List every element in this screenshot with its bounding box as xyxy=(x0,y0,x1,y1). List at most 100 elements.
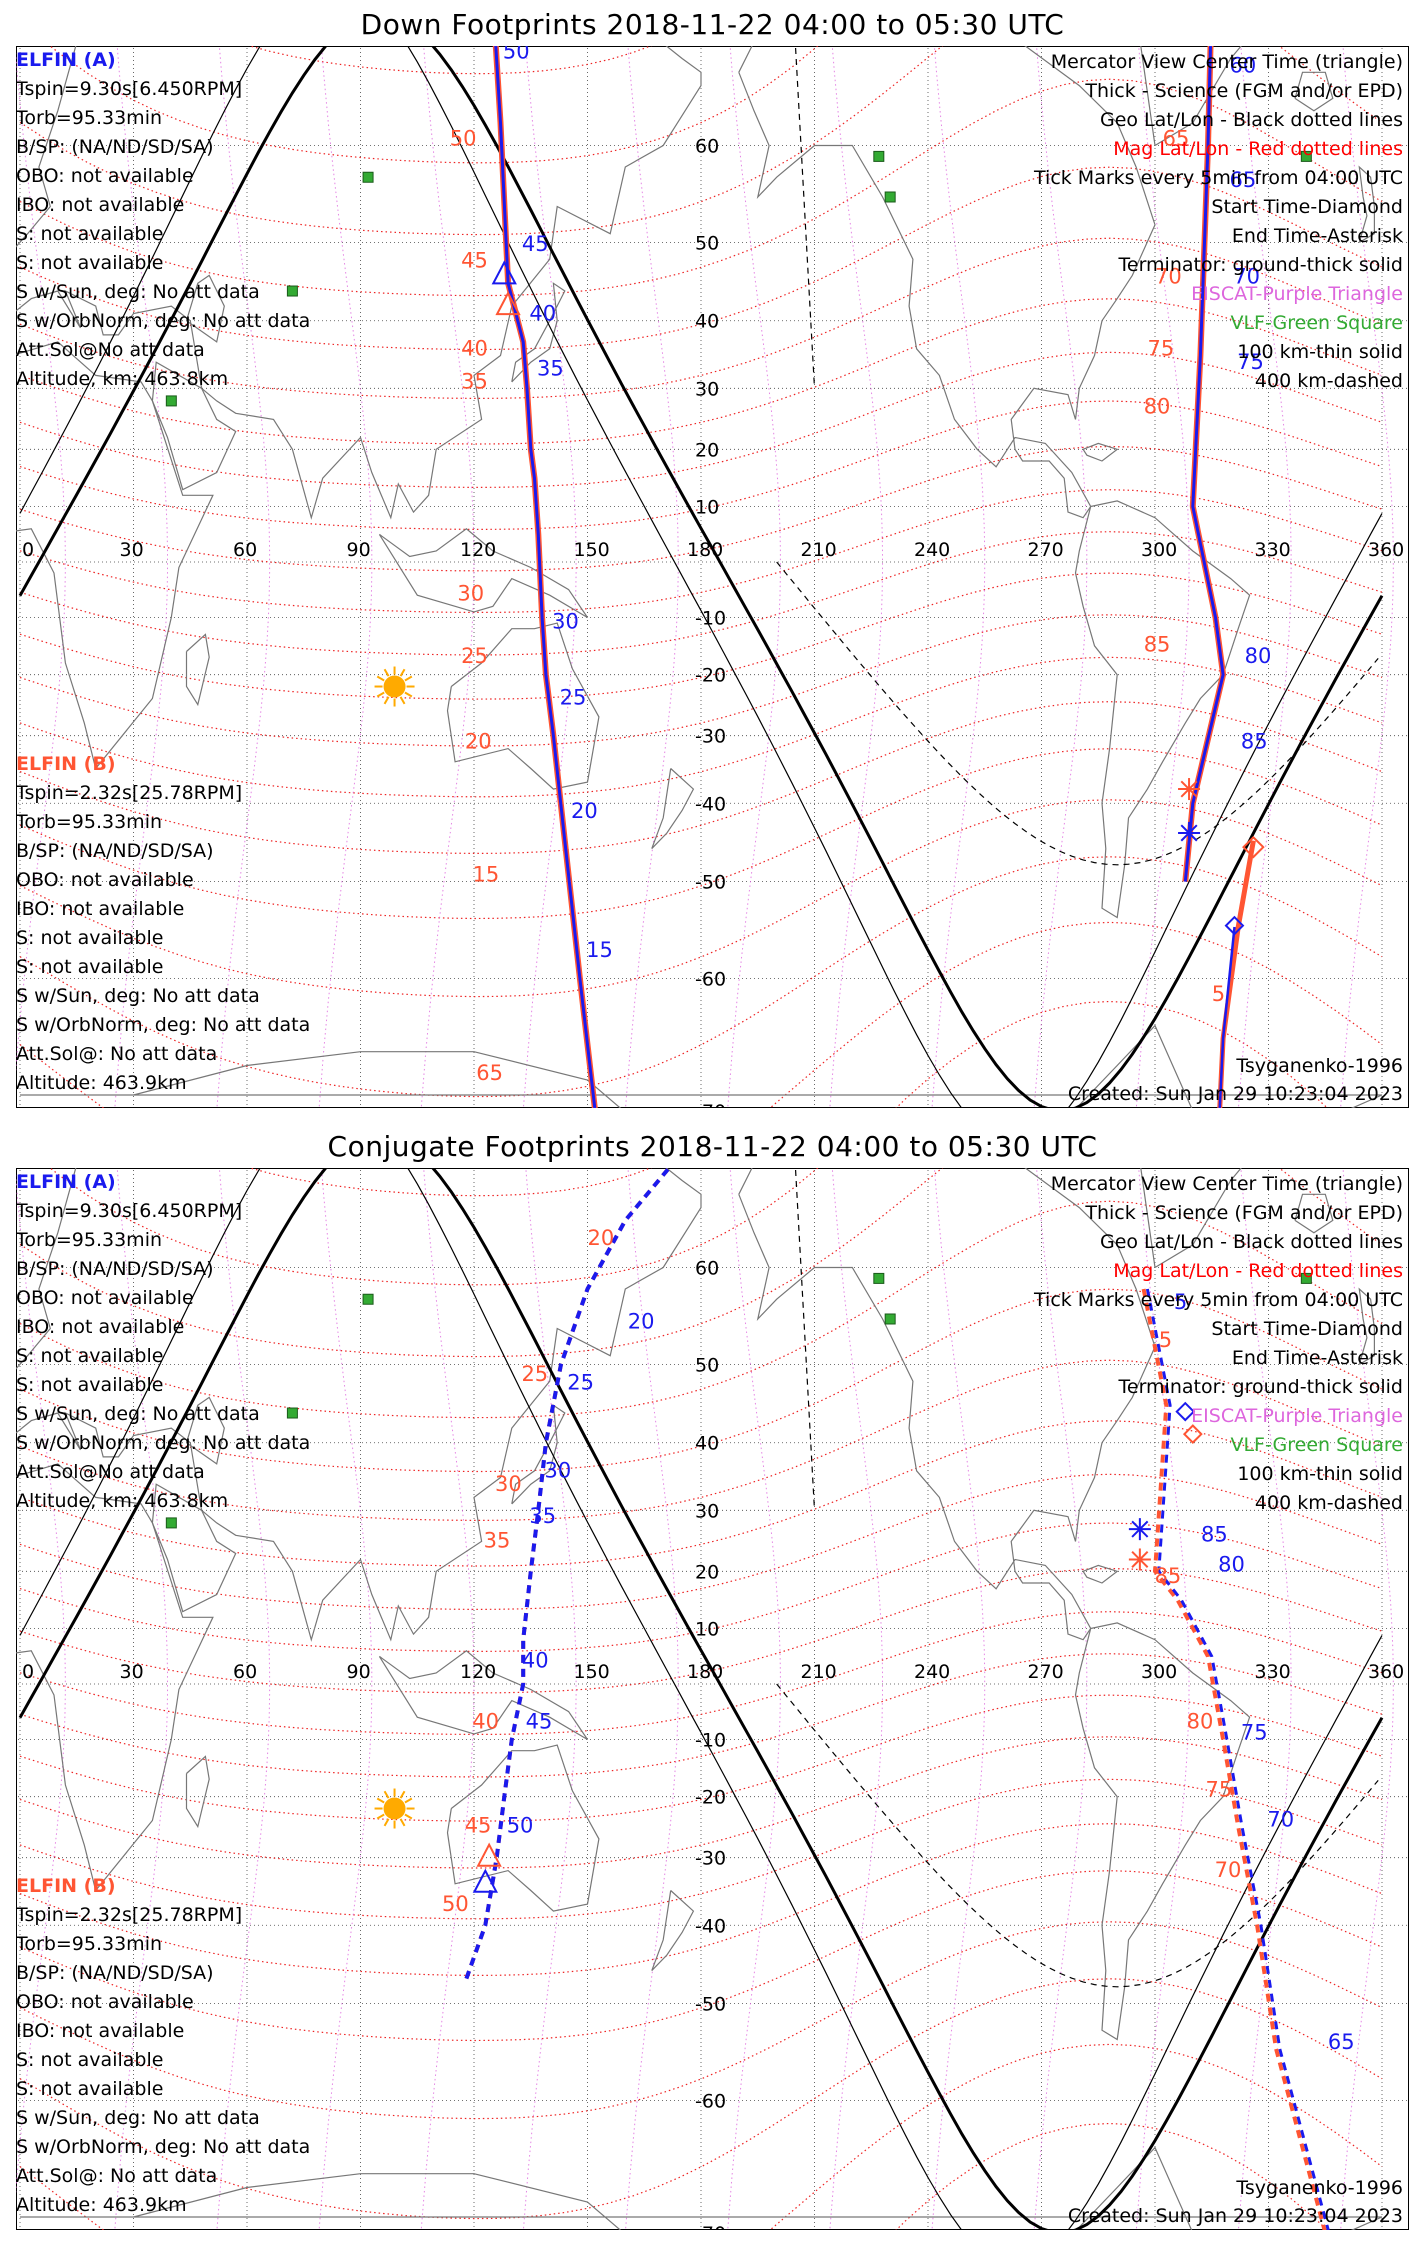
panel-down: Down Footprints 2018-11-22 04:00 to 05:3… xyxy=(0,0,1425,1120)
elfin-a-info-line: OBO: not available xyxy=(16,1287,194,1309)
lat-tick-label: -10 xyxy=(695,1729,726,1751)
coast-madagascar xyxy=(185,633,210,707)
coast-samerica xyxy=(1074,1622,1251,2041)
elfin-a-info-line: Att.Sol@No att data xyxy=(16,1461,205,1483)
mag-parallel xyxy=(19,1921,1383,2120)
mag-parallel xyxy=(19,572,1383,700)
lat-tick-label: -70 xyxy=(695,1101,726,1108)
track-tick-label: 20 xyxy=(628,1309,655,1333)
track-tick-label: 85 xyxy=(1144,632,1171,656)
center-time-triangle xyxy=(476,1842,502,1867)
legend-entry: End Time-Asterisk xyxy=(1232,225,1403,247)
lon-tick-label: 360 xyxy=(1368,1661,1404,1683)
track-tick-label: 70 xyxy=(1267,1808,1294,1832)
coast-iceland xyxy=(1294,1193,1334,1234)
lon-tick-label: 150 xyxy=(574,539,610,561)
start-diamond-b xyxy=(1182,1424,1203,1444)
vlf-square xyxy=(362,171,374,183)
lat-tick-label: 40 xyxy=(695,1433,719,1455)
lon-tick-label: 240 xyxy=(914,1661,950,1683)
track-tick-label: 20 xyxy=(588,1226,615,1250)
annotations: ELFIN (A) Tspin=9.30s[6.450RPM] Torb=95.33… xyxy=(16,1171,1403,2227)
start-diamond-b xyxy=(1242,835,1265,859)
coast-greenland xyxy=(1140,46,1242,147)
mag-parallel xyxy=(19,614,1383,747)
coast-madagascar xyxy=(185,1755,210,1829)
vlf-square xyxy=(286,285,298,297)
track-a-science-3 xyxy=(1218,926,1236,1108)
mag-parallel xyxy=(19,1870,1383,2042)
mag-grid xyxy=(19,46,1383,1108)
legend-entry: VLF-Green Square xyxy=(1230,1434,1403,1456)
elfin-a-info-line: B/SP: (NA/ND/SD/SA) xyxy=(16,136,214,158)
start-diamond-a xyxy=(1175,1401,1196,1422)
elfin-b-info-line: IBO: not available xyxy=(16,2020,184,2042)
track-b-science-3 xyxy=(1217,840,1256,1108)
track-tick-label: 35 xyxy=(484,1528,511,1552)
track-tick-label: 65 xyxy=(1328,2030,1355,2054)
coast-arabia xyxy=(151,1483,237,1613)
lon-tick-label: 300 xyxy=(1141,1661,1177,1683)
track-tick-label: 40 xyxy=(522,1648,549,1672)
track-tick-label: 50 xyxy=(507,1814,534,1838)
coast-greenland xyxy=(1140,1168,1242,1269)
lon-tick-label: 60 xyxy=(233,539,257,561)
elfin-b-info-line: B/SP: (NA/ND/SD/SA) xyxy=(16,840,214,862)
elfin-a-info-line: Torb=95.33min xyxy=(16,107,162,129)
track-tick-label: 30 xyxy=(457,582,484,606)
coast-africa xyxy=(16,1463,214,1892)
lat-tick-label: 10 xyxy=(695,1619,719,1641)
track-tick-label: 80 xyxy=(1218,1552,1245,1576)
elfin-b-info-line: Att.Sol@: No att data xyxy=(16,1043,217,1065)
legend-entry: Mag Lat/Lon - Red dotted lines xyxy=(1113,138,1403,160)
map-frame: 0 30 60 90 120 150 180 210 240 270 300 330 360 70 60 50… xyxy=(16,1168,1409,2230)
mag-parallel xyxy=(19,1168,1383,1358)
coast-namerica xyxy=(738,46,1156,519)
mag-parallel xyxy=(19,46,1383,236)
sun-ray xyxy=(404,1813,413,1820)
elfin-a-info-line: S w/Sun, deg: No att data xyxy=(16,281,260,303)
mag-parallel xyxy=(19,1736,1383,1869)
lat-tick-label: 60 xyxy=(695,1258,719,1280)
lat-tick-label: 30 xyxy=(695,378,719,400)
terminator-100km xyxy=(19,1168,1383,2230)
lon-tick-label: 90 xyxy=(347,1661,371,1683)
legend-entry: EISCAT-Purple Triangle xyxy=(1191,283,1403,305)
panel-title: Down Footprints 2018-11-22 04:00 to 05:3… xyxy=(360,8,1065,41)
terminator-400km xyxy=(776,1683,1379,1988)
mag-parallel xyxy=(19,1611,1383,1736)
lon-tick-label: 30 xyxy=(120,539,144,561)
elfin-a-info-line: Torb=95.33min xyxy=(16,1229,162,1251)
sun-disc xyxy=(383,1797,406,1820)
lon-tick-label: 270 xyxy=(1028,1661,1064,1683)
track-tick-label: 45 xyxy=(522,232,549,256)
vlf-square xyxy=(1300,1272,1312,1284)
center-time-triangle xyxy=(491,260,517,285)
vlf-square xyxy=(884,1313,896,1325)
elfin-a-info-line: S: not available xyxy=(16,252,163,274)
legend-entry: VLF-Green Square xyxy=(1230,312,1403,334)
start-diamond-a xyxy=(1224,915,1245,936)
coast-africa xyxy=(16,341,214,770)
elfin-b-info-line: S w/Sun, deg: No att data xyxy=(16,985,260,1007)
elfin-a-info-line: S w/OrbNorm, deg: No att data xyxy=(16,310,310,332)
asterisk-stroke xyxy=(1180,780,1198,798)
mag-parallel xyxy=(19,237,1383,400)
sun-icon xyxy=(374,1788,415,1829)
track-b-conj-2 xyxy=(1141,1288,1327,2230)
panel-conjugate: Conjugate Footprints 2018-11-22 04:00 to… xyxy=(0,1122,1425,2250)
elfin-b-info-line: S: not available xyxy=(16,956,163,978)
created-timestamp: Created: Sun Jan 29 10:23:04 2023 xyxy=(1068,2205,1403,2227)
mag-parallel xyxy=(19,489,1383,614)
terminator-400km xyxy=(776,561,1379,866)
lon-tick-label: 300 xyxy=(1141,539,1177,561)
lat-tick-label: 20 xyxy=(695,439,719,461)
legend-entry: Start Time-Diamond xyxy=(1211,1318,1403,1340)
lat-tick-label: -40 xyxy=(695,793,726,815)
sun-icon xyxy=(374,666,415,707)
elfin-b-info-line: Att.Sol@: No att data xyxy=(16,2165,217,2187)
mag-parallel xyxy=(19,400,1383,531)
track-tick-label: 70 xyxy=(1155,264,1182,288)
elfin-a-info-line: IBO: not available xyxy=(16,1316,184,1338)
mag-parallel xyxy=(895,2122,1329,2230)
